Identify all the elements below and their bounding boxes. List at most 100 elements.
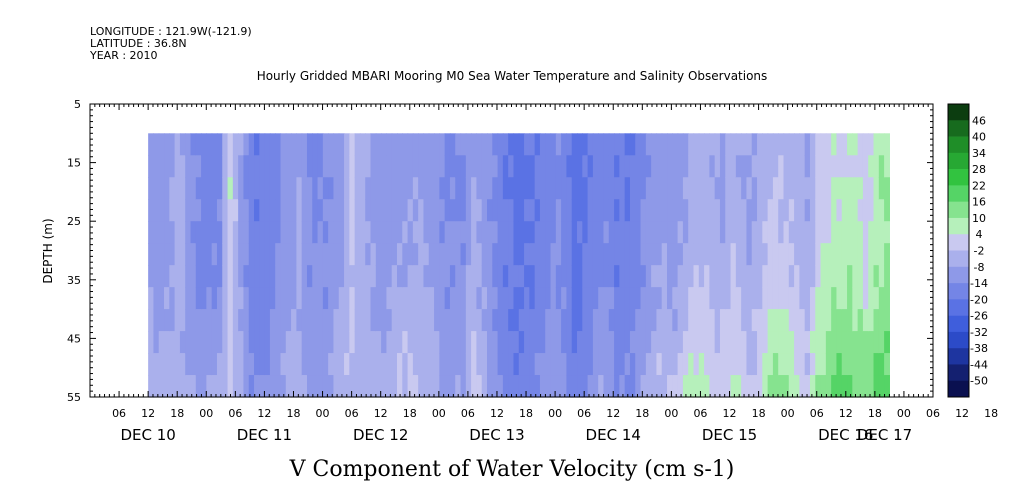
heatmap-cell [534,199,541,222]
heatmap-cell [195,353,202,376]
heatmap-cell [216,177,223,200]
heatmap-cell [836,287,843,310]
heatmap-cell [439,177,446,200]
heatmap-cell [349,353,356,376]
heatmap-cell [619,221,626,244]
heatmap-cell [735,353,742,376]
heatmap-cell [820,287,827,310]
heatmap-cell [412,177,419,200]
heatmap-cell [476,309,483,332]
x-hour-label: 18 [519,407,533,420]
heatmap-cell [794,243,800,266]
heatmap-cell [730,287,737,310]
heatmap-cell [746,133,753,156]
heatmap-cell [878,243,885,266]
heatmap-cell [291,243,297,266]
heatmap-cell [682,243,689,266]
heatmap-cell [873,133,880,156]
heatmap-cell [338,155,345,178]
heatmap-cell [381,265,387,288]
heatmap-cell [185,177,192,200]
heatmap-cell [455,243,462,266]
heatmap-cell [508,287,515,310]
heatmap-cell [794,177,800,200]
heatmap-cell [386,155,393,178]
heatmap-cell [582,221,589,244]
heatmap-cell [375,265,382,288]
heatmap-cell [645,331,652,354]
heatmap-cell [529,331,536,354]
heatmap-cell [460,221,467,244]
heatmap-cell [370,265,377,288]
heatmap-cell [222,177,229,200]
heatmap-cell [825,243,832,266]
heatmap-cell [222,155,229,178]
heatmap-cell [365,287,372,310]
heatmap-cell [815,199,822,222]
heatmap-cell [264,375,271,398]
heatmap-cell [158,155,165,178]
heatmap-cell [148,133,155,156]
heatmap-cell [407,177,414,200]
x-date-label: DEC 14 [586,426,641,444]
heatmap-cell [391,199,398,222]
heatmap-cell [566,309,573,332]
heatmap-cell [285,199,292,222]
heatmap-cell [656,243,663,266]
heatmap-cell [725,287,732,310]
heatmap-cell [788,177,795,200]
heatmap-cell [873,287,880,310]
heatmap-cell [825,353,832,376]
heatmap-cell [275,287,282,310]
heatmap-cell [841,243,848,266]
heatmap-cell [704,243,710,266]
heatmap-cell [386,221,393,244]
heatmap-cell [635,243,642,266]
heatmap-cell [624,155,631,178]
heatmap-cell [222,133,229,156]
heatmap-cell [269,221,276,244]
heatmap-cell [481,177,488,200]
heatmap-cell [794,199,800,222]
heatmap-cell [884,265,890,288]
heatmap-cell [698,265,705,288]
heatmap-cell [481,353,488,376]
heatmap-cell [884,243,890,266]
heatmap-cell [571,133,578,156]
heatmap-cell [682,375,689,398]
heatmap-cell [545,177,552,200]
heatmap-cell [391,133,398,156]
heatmap-cell [592,287,599,310]
heatmap-cell [164,287,170,310]
heatmap-cell [762,243,769,266]
heatmap-cell [322,375,329,398]
colorbar-tick-label: -26 [970,310,988,323]
heatmap-cell [381,177,387,200]
heatmap-cell [518,155,525,178]
heatmap-cell [698,221,705,244]
heatmap-cell [423,353,430,376]
heatmap-cell [344,155,350,178]
heatmap-cell [688,375,695,398]
heatmap-cell [148,353,155,376]
heatmap-cell [825,133,832,156]
heatmap-cell [719,221,726,244]
heatmap-cell [222,221,229,244]
heatmap-cell [164,155,170,178]
heatmap-cell [672,265,679,288]
heatmap-cell [148,265,155,288]
y-tick-label: 35 [67,274,81,287]
heatmap-cell [598,309,605,332]
heatmap-cell [264,199,271,222]
heatmap-cell [513,221,520,244]
heatmap-cell [306,133,313,156]
heatmap-cell [524,309,530,332]
x-date-label: DEC 16 [818,426,873,444]
heatmap-cell [804,375,811,398]
heatmap-cell [688,353,695,376]
heatmap-cell [185,155,192,178]
heatmap-cell [158,243,165,266]
heatmap-cell [794,375,800,398]
heatmap-cell [539,331,546,354]
heatmap-cell [577,265,583,288]
